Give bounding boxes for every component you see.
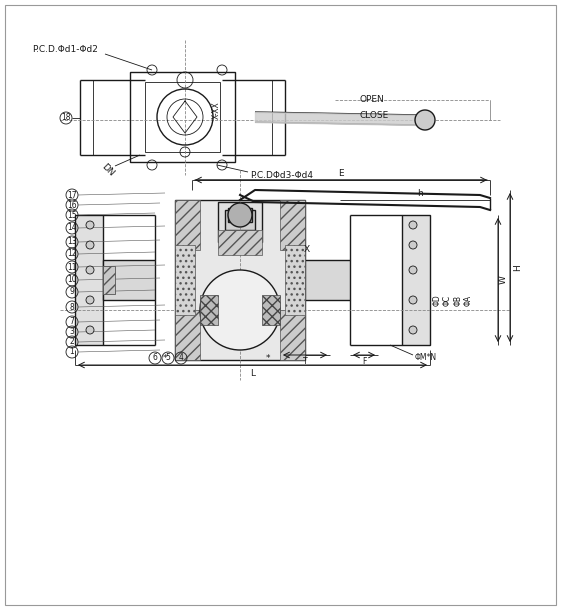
Circle shape [409,241,417,249]
Circle shape [86,326,94,334]
Text: 14: 14 [67,223,77,232]
Bar [175,200,305,360]
Text: h: h [417,188,423,198]
Text: 13: 13 [67,237,77,246]
Bar [200,295,218,325]
Text: H: H [513,265,522,271]
Bar [145,82,220,152]
Text: P.C.DΦd3-Φd4: P.C.DΦd3-Φd4 [250,171,313,179]
Text: OPEN: OPEN [360,96,385,104]
Bar [218,202,262,242]
Text: 1: 1 [70,348,75,356]
Text: 15: 15 [67,210,77,220]
Circle shape [86,296,94,304]
Bar [285,245,305,315]
Bar [228,208,252,222]
Circle shape [409,266,417,274]
Text: E: E [338,168,344,178]
Bar [280,310,305,360]
Text: X-XX: X-XX [211,101,220,119]
Circle shape [409,326,417,334]
Text: P.C.D.Φd1-Φd2: P.C.D.Φd1-Φd2 [32,46,98,54]
Text: 12: 12 [67,249,77,259]
Bar [225,210,255,230]
Circle shape [409,296,417,304]
Text: 11: 11 [67,262,77,271]
Text: T: T [303,357,307,367]
Bar [402,215,430,345]
Text: ΦC: ΦC [443,295,452,306]
Text: W: W [499,276,508,284]
Circle shape [228,203,252,227]
Text: *: * [163,354,167,362]
Text: 3: 3 [70,328,75,337]
Text: ΦD: ΦD [433,294,442,306]
Bar [298,260,350,300]
Bar [103,266,115,294]
Text: CLOSE: CLOSE [360,110,389,120]
Text: DN: DN [100,162,116,178]
Text: ΦA: ΦA [463,295,472,306]
Text: 6: 6 [153,354,158,362]
Bar [218,230,262,255]
Text: *: * [266,354,270,362]
Text: 16: 16 [67,201,77,209]
Text: 17: 17 [67,190,77,199]
Circle shape [409,221,417,229]
Circle shape [86,241,94,249]
Text: F: F [362,357,366,367]
Bar [175,245,195,315]
Circle shape [415,110,435,130]
Text: ΦM*N: ΦM*N [415,354,437,362]
Circle shape [86,221,94,229]
Bar [280,200,305,250]
Circle shape [200,270,280,350]
Circle shape [86,266,94,274]
Bar [175,200,200,250]
Text: 5: 5 [165,354,171,362]
Text: 2: 2 [70,337,75,346]
Text: X: X [304,245,310,254]
Text: 9: 9 [70,287,75,296]
Text: 7: 7 [70,317,75,326]
Text: 8: 8 [70,303,75,312]
Text: 18: 18 [61,113,71,123]
Bar [210,298,270,322]
Text: ΦB: ΦB [453,295,462,306]
Bar [262,295,280,325]
Bar [130,72,235,162]
Bar [103,260,155,300]
Text: 4: 4 [178,354,183,362]
Text: L: L [251,368,255,378]
Text: 10: 10 [67,276,77,284]
Bar [175,310,200,360]
Bar [75,215,103,345]
